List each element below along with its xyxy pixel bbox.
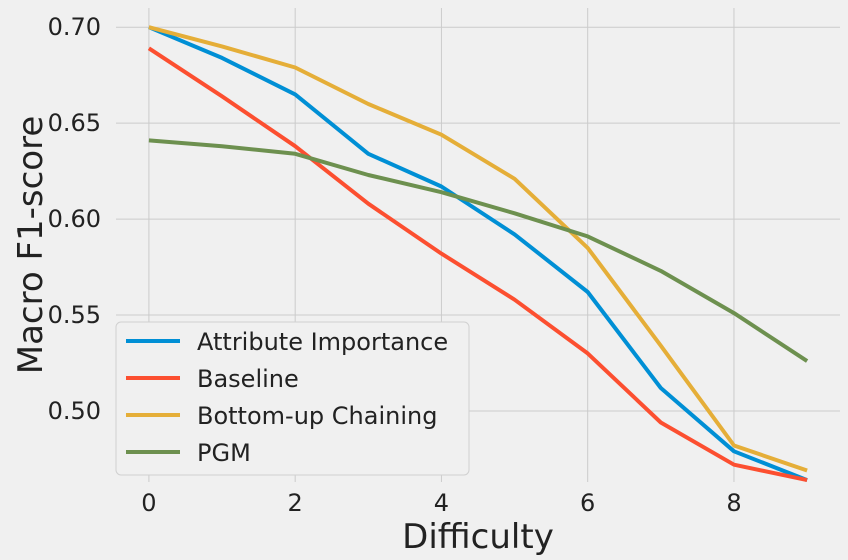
y-tick-label: 0.55 [48, 301, 101, 329]
x-tick-label: 6 [580, 489, 595, 517]
x-tick-label: 0 [141, 489, 156, 517]
x-tick-label: 8 [726, 489, 741, 517]
legend-label: PGM [197, 439, 251, 467]
y-tick-label: 0.60 [48, 205, 101, 233]
legend-label: Bottom-up Chaining [197, 402, 437, 430]
x-axis-ticks: 0 2 4 6 8 [141, 489, 741, 517]
x-axis-label: Difficulty [402, 517, 554, 557]
legend-box [115, 321, 470, 476]
y-tick-label: 0.50 [48, 397, 101, 425]
x-tick-label: 4 [434, 489, 449, 517]
legend-label: Baseline [197, 365, 299, 393]
series-line-baseline [147, 46, 808, 483]
series-line-pgm [148, 138, 809, 363]
y-axis-label: Macro F1-score [11, 116, 51, 375]
y-tick-label: 0.70 [48, 13, 101, 41]
y-tick-label: 0.65 [48, 109, 101, 137]
series-line-attribute-importance [148, 25, 808, 482]
x-tick-label: 2 [288, 489, 303, 517]
series-lines [147, 25, 809, 483]
legend-label: Attribute Importance [197, 328, 448, 356]
series-line-bottom-up-chaining [148, 25, 808, 473]
y-axis-ticks: 0.50 0.55 0.60 0.65 0.70 [48, 13, 101, 425]
legend: Attribute Importance Baseline Bottom-up Ch… [115, 321, 470, 476]
